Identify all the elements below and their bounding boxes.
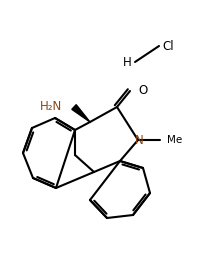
Text: O: O [137, 84, 146, 98]
Text: H: H [123, 55, 131, 68]
Text: H₂N: H₂N [40, 101, 62, 114]
Text: Me: Me [166, 135, 181, 145]
Text: Cl: Cl [161, 40, 173, 53]
Text: N: N [134, 134, 143, 147]
Polygon shape [72, 105, 89, 122]
